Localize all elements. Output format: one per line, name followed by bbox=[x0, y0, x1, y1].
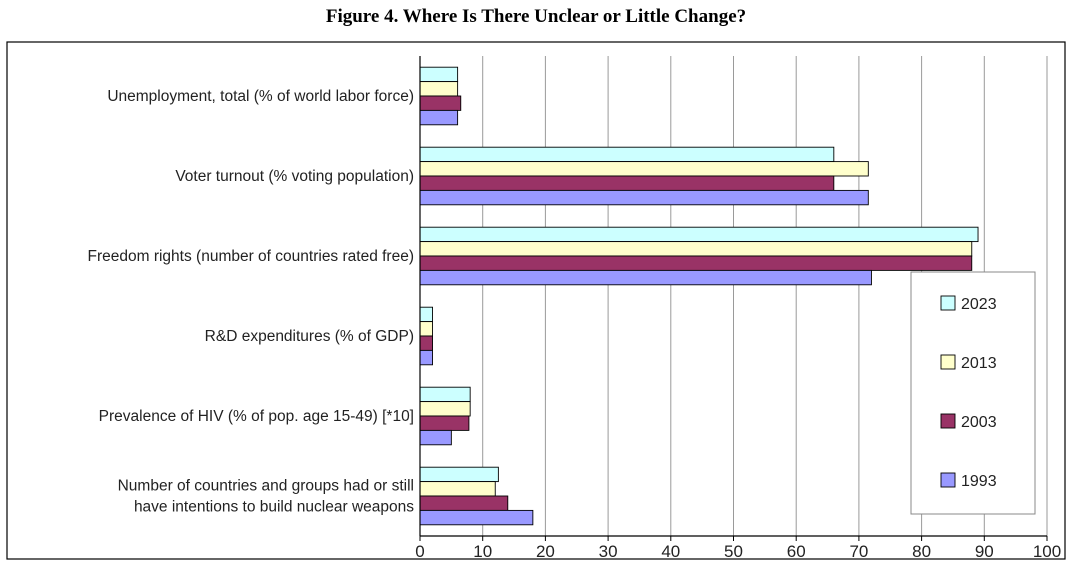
x-tick-label: 70 bbox=[849, 542, 868, 561]
x-tick-label: 50 bbox=[724, 542, 743, 561]
bar bbox=[419, 321, 433, 337]
bar bbox=[419, 466, 499, 483]
bar bbox=[419, 95, 462, 111]
x-tick-label: 100 bbox=[1033, 542, 1061, 561]
x-axis: 0 10 20 30 40 50 60 70 80 90 100 bbox=[415, 56, 1061, 561]
chart-title: Figure 4. Where Is There Unclear or Litt… bbox=[325, 6, 747, 27]
legend-box bbox=[910, 271, 1036, 515]
bar bbox=[419, 189, 869, 206]
bar bbox=[419, 226, 979, 243]
bar bbox=[419, 415, 470, 431]
x-tick-label: 20 bbox=[536, 542, 555, 561]
legend-label: 2003 bbox=[961, 414, 997, 431]
category-label: Number of countries and groups had or st… bbox=[118, 478, 414, 495]
bar bbox=[419, 429, 452, 446]
bar bbox=[419, 509, 534, 526]
legend-swatch bbox=[940, 295, 956, 311]
category-label: have intentions to build nuclear weapons bbox=[134, 499, 414, 516]
bar bbox=[419, 306, 433, 323]
legend-label: 2023 bbox=[961, 296, 997, 313]
bar bbox=[419, 349, 433, 366]
x-tick-label: 40 bbox=[661, 542, 680, 561]
bar bbox=[419, 481, 496, 497]
bar bbox=[419, 175, 835, 191]
x-tick-label: 90 bbox=[975, 542, 994, 561]
category-labels: Unemployment, total (% of world labor fo… bbox=[88, 88, 415, 516]
bar bbox=[419, 66, 459, 83]
category-label: Voter turnout (% voting population) bbox=[175, 168, 414, 185]
bar bbox=[419, 269, 872, 286]
legend-swatch bbox=[940, 354, 956, 370]
bar bbox=[419, 255, 973, 271]
bar bbox=[419, 161, 869, 177]
category-label: Unemployment, total (% of world labor fo… bbox=[107, 88, 414, 105]
category-label: Prevalence of HIV (% of pop. age 15-49) … bbox=[99, 408, 414, 425]
bar bbox=[419, 386, 471, 403]
bar bbox=[419, 146, 835, 163]
legend-label: 1993 bbox=[961, 473, 997, 490]
x-tick-label: 10 bbox=[473, 542, 492, 561]
category-label: R&D expenditures (% of GDP) bbox=[205, 328, 414, 345]
x-tick-label: 80 bbox=[912, 542, 931, 561]
x-tick-label: 30 bbox=[599, 542, 618, 561]
category-label: Freedom rights (number of countries rate… bbox=[88, 248, 415, 265]
bar bbox=[419, 109, 459, 126]
bar bbox=[419, 335, 433, 351]
legend: 2023 2013 2003 1993 bbox=[910, 271, 1036, 515]
legend-label: 2013 bbox=[961, 355, 997, 372]
bar bbox=[419, 495, 509, 511]
bar bbox=[419, 81, 459, 97]
bar bbox=[419, 401, 471, 417]
legend-swatch bbox=[940, 472, 956, 488]
bar bbox=[419, 241, 973, 257]
x-tick-label: 60 bbox=[787, 542, 806, 561]
x-tick-label: 0 bbox=[415, 542, 424, 561]
legend-swatch bbox=[940, 413, 956, 429]
